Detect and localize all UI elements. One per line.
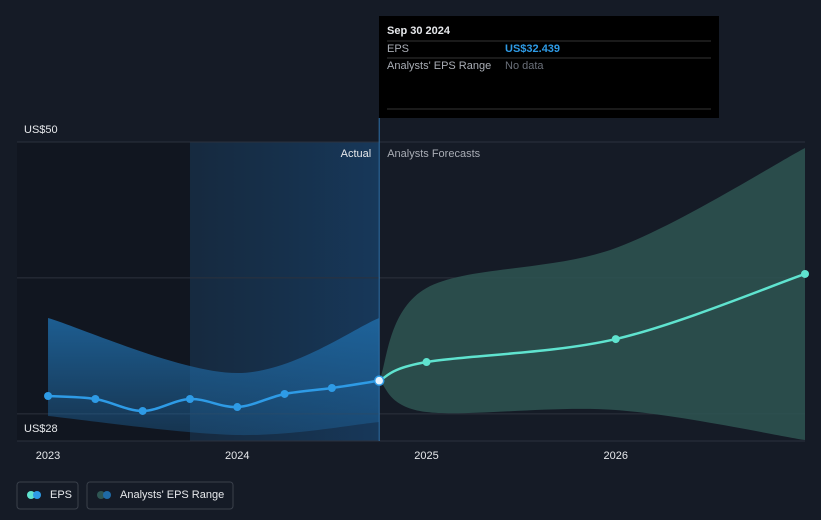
tooltip-value: No data — [505, 60, 544, 72]
tooltip-box — [379, 16, 719, 118]
tooltip-label: EPS — [387, 43, 409, 55]
y-tick-label: US$28 — [24, 423, 58, 435]
x-tick-label: 2025 — [414, 450, 438, 462]
tooltip-date: Sep 30 2024 — [387, 25, 451, 37]
eps-point — [233, 403, 242, 412]
eps-point — [327, 383, 336, 392]
eps-point — [422, 358, 431, 367]
tooltip-value: US$32.439 — [505, 43, 560, 55]
legend-label: EPS — [50, 489, 72, 501]
legend-label: Analysts' EPS Range — [120, 489, 224, 501]
legend-item[interactable] — [16, 481, 79, 510]
eps-point — [373, 375, 385, 386]
legend-swatch — [103, 491, 111, 499]
eps-point — [44, 392, 53, 401]
tooltip: Sep 30 2024 EPS US$32.439 Analysts' EPS … — [379, 16, 719, 118]
tooltip-label: Analysts' EPS Range — [387, 60, 491, 72]
actual-range-band — [48, 318, 380, 436]
x-tick-label: 2024 — [225, 450, 249, 462]
eps-point — [138, 406, 147, 415]
legend-item[interactable] — [86, 481, 234, 510]
eps-point — [91, 395, 100, 404]
forecast-range-band — [379, 147, 805, 441]
eps-point — [185, 395, 194, 404]
region-label: Actual — [341, 148, 372, 160]
legend: EPS Analysts' EPS Range — [16, 481, 234, 510]
eps-forecast-line — [378, 272, 806, 382]
eps-point — [801, 269, 809, 278]
legend-swatch — [27, 491, 35, 499]
y-tick-label: US$50 — [24, 124, 58, 136]
eps-point — [280, 389, 289, 398]
legend-swatch — [97, 491, 105, 499]
legend-swatch — [33, 491, 41, 499]
region-label: Analysts Forecasts — [387, 148, 480, 160]
x-tick-label: 2026 — [604, 450, 628, 462]
eps-point — [611, 335, 620, 344]
x-tick-label: 2023 — [36, 450, 60, 462]
